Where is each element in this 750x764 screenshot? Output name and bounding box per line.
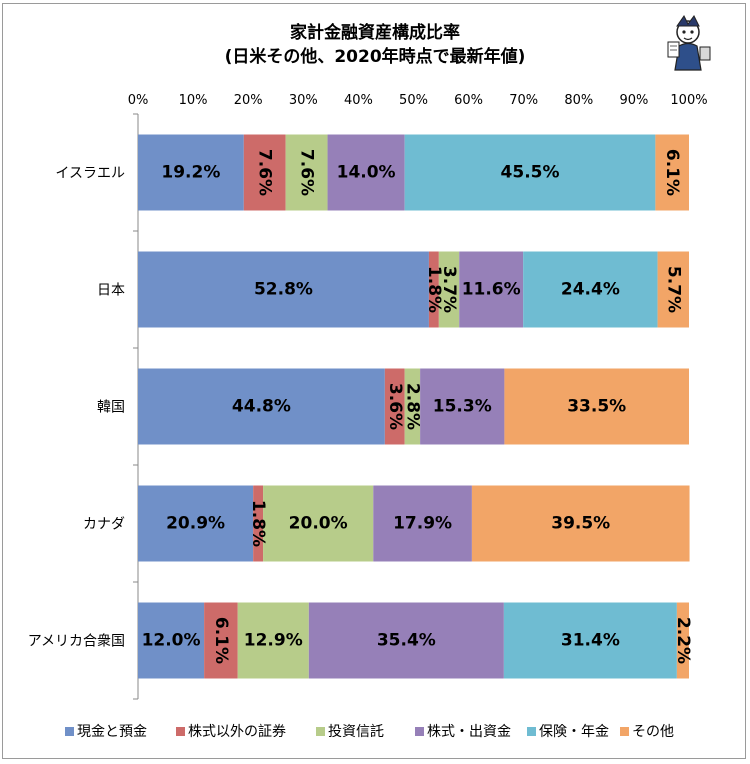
chart-title: 家計金融資産構成比率 — [290, 22, 460, 43]
data-label: 7.6% — [255, 149, 275, 196]
x-tick-label: 20% — [234, 93, 263, 108]
bar-segment — [373, 485, 472, 562]
bar-segment — [504, 368, 689, 445]
data-label: 1.8% — [248, 500, 268, 547]
category-label: 韓国 — [97, 400, 125, 416]
legend-swatch — [65, 727, 74, 736]
legend-swatch — [527, 727, 536, 736]
data-label: 2.8% — [402, 383, 422, 430]
bar-segment — [204, 602, 238, 679]
data-label: 44.8% — [232, 397, 291, 417]
data-label: 14.0% — [337, 163, 396, 183]
data-label: 33.5% — [567, 397, 626, 417]
category-label: アメリカ合衆国 — [28, 634, 125, 650]
legend-entry: 現金と預金 — [77, 724, 147, 740]
data-label: 17.9% — [393, 514, 452, 534]
bar-segment — [655, 134, 689, 211]
bar-segment — [308, 602, 504, 679]
x-tick-label: 90% — [619, 93, 648, 108]
data-label: 24.4% — [561, 280, 620, 300]
x-tick-label: 80% — [564, 93, 593, 108]
bar-segment — [138, 485, 254, 562]
data-label: 7.6% — [297, 149, 317, 196]
data-label: 19.2% — [161, 163, 220, 183]
data-label: 12.0% — [142, 631, 201, 651]
data-label: 6.1% — [211, 617, 231, 664]
bar-segment — [138, 134, 244, 211]
category-label: イスラエル — [55, 166, 125, 182]
category-label: 日本 — [97, 283, 125, 299]
chart-frame: 家計金融資産構成比率 (日米その他、2020年時点で最新年値) 0% 10% 20%… — [2, 3, 746, 759]
bar-segment — [138, 251, 429, 328]
bar-segment — [503, 602, 677, 679]
bar-segment — [263, 485, 374, 562]
data-label: 45.5% — [501, 163, 560, 183]
bar-segment — [253, 485, 264, 562]
legend-entry: 投資信託 — [328, 724, 384, 740]
stacked-bar-chart: 家計金融資産構成比率 (日米その他、2020年時点で最新年値) 0% 10% 20%… — [28, 22, 708, 740]
mascot-illustration — [667, 15, 711, 71]
x-tick-label: 70% — [509, 93, 538, 108]
data-label: 6.1% — [662, 149, 682, 196]
data-label: 15.3% — [433, 397, 492, 417]
chart-subtitle: (日米その他、2020年時点で最新年値) — [225, 46, 526, 67]
data-label: 12.9% — [244, 631, 303, 651]
bar-segment — [657, 251, 689, 328]
legend-swatch — [176, 727, 185, 736]
legend-swatch — [415, 727, 424, 736]
data-label: 2.2% — [673, 617, 693, 664]
bar-segment — [285, 134, 328, 211]
data-label: 11.6% — [462, 280, 521, 300]
x-tick-label: 30% — [289, 93, 318, 108]
bar-segment — [459, 251, 524, 328]
bar-segment — [138, 368, 385, 445]
data-label: 20.0% — [289, 514, 348, 534]
x-tick-label: 50% — [399, 93, 428, 108]
x-tick-label: 100% — [670, 93, 707, 108]
bar-segment — [237, 602, 309, 679]
bar-segment — [523, 251, 658, 328]
data-label: 20.9% — [166, 514, 225, 534]
bar-segment — [404, 134, 656, 211]
x-tick-label: 10% — [179, 93, 208, 108]
bar-segment — [428, 251, 439, 328]
bar-segment — [404, 368, 421, 445]
bar-segment — [384, 368, 405, 445]
data-label: 52.8% — [254, 280, 313, 300]
data-label: 3.7% — [439, 266, 459, 313]
bar-segment — [471, 485, 690, 562]
data-label: 31.4% — [561, 631, 620, 651]
x-tick-label: 0% — [128, 93, 149, 108]
legend-entry: 保険・年金 — [539, 724, 609, 740]
bar-segment — [676, 602, 689, 679]
bar-segment — [138, 602, 205, 679]
bar-segment — [438, 251, 460, 328]
legend-swatch — [316, 727, 325, 736]
data-label: 35.4% — [377, 631, 436, 651]
data-labels: 19.2% 7.6% 7.6% 14.0% 45.5% 6.1%52.8% 1.8%3.7%… — [142, 149, 693, 664]
data-label: 5.7% — [663, 266, 683, 313]
bar-segment — [327, 134, 405, 211]
category-label: カナダ — [83, 517, 125, 533]
data-label: 3.6% — [385, 383, 405, 430]
legend: 現金と預金 株式以外の証券 投資信託 株式・出資金 保険・年金 その他 — [65, 724, 674, 740]
x-tick-label: 60% — [454, 93, 483, 108]
data-label: 1.8% — [424, 266, 444, 313]
bars — [138, 134, 690, 679]
legend-entry: その他 — [632, 724, 674, 740]
legend-entry: 株式以外の証券 — [188, 724, 286, 740]
data-label: 39.5% — [551, 514, 610, 534]
legend-swatch — [620, 727, 629, 736]
axes: 0% 10% 20% 30% 40% 50% 60% 70% 80% 90% 100% イスラエル日本… — [28, 93, 708, 700]
bar-segment — [420, 368, 505, 445]
legend-entry: 株式・出資金 — [427, 724, 511, 740]
x-tick-label: 40% — [344, 93, 373, 108]
bar-segment — [243, 134, 286, 211]
